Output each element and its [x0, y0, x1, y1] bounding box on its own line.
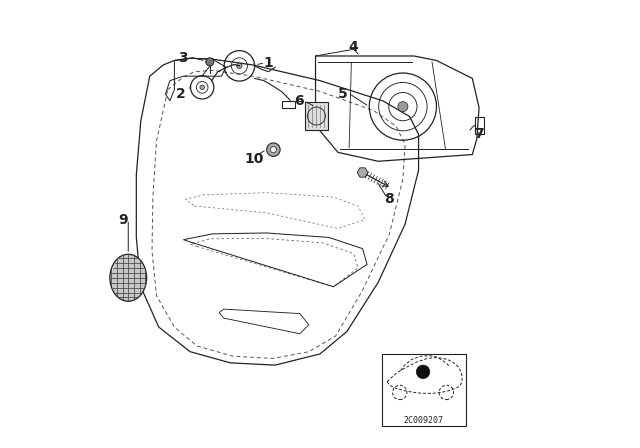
Text: 3: 3 — [179, 51, 188, 65]
Circle shape — [267, 143, 280, 156]
Text: 10: 10 — [244, 152, 264, 166]
Text: 2C009207: 2C009207 — [404, 416, 444, 425]
Circle shape — [416, 365, 430, 379]
Bar — [305, 102, 328, 130]
Bar — [282, 101, 296, 108]
Circle shape — [270, 146, 276, 153]
Text: 6: 6 — [294, 94, 303, 108]
Text: 8: 8 — [385, 192, 394, 207]
Text: 2: 2 — [176, 87, 186, 101]
Text: 7: 7 — [474, 127, 484, 142]
Bar — [475, 117, 484, 134]
Ellipse shape — [110, 254, 147, 302]
Text: 9: 9 — [118, 212, 128, 227]
Text: 4: 4 — [349, 40, 358, 54]
Circle shape — [206, 58, 214, 66]
Text: 5: 5 — [337, 87, 348, 101]
Circle shape — [200, 85, 204, 90]
Text: 1: 1 — [264, 56, 273, 70]
Bar — [382, 354, 466, 426]
Circle shape — [237, 63, 242, 69]
Circle shape — [398, 102, 408, 112]
